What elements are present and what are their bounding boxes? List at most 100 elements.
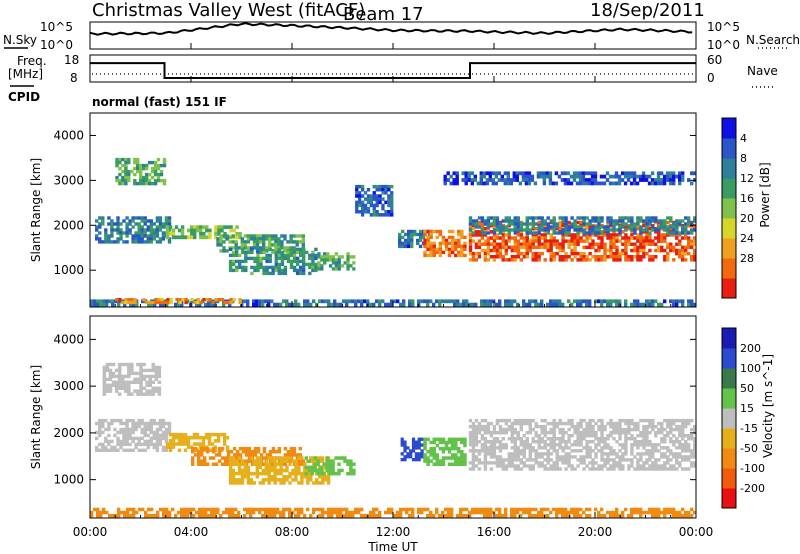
noise-panel: N.Sky 10^5 10^0 10^5 10^0 N.Search [3, 20, 800, 52]
colorbar-tick-label: 8 [740, 152, 747, 165]
x-tick-label: 00:00 [73, 525, 108, 539]
echo-region [90, 507, 697, 518]
velocity-ylabel: Slant Range [km] [29, 365, 43, 469]
echo-region [468, 216, 697, 235]
colorbar-swatch [722, 468, 736, 489]
freq-label-line2: [MHz] [8, 67, 43, 81]
nave-label: Nave [747, 64, 778, 78]
x-tick-label: 20:00 [578, 525, 613, 539]
time-axis-label: Time UT [367, 540, 418, 554]
colorbar-tick-label: -50 [740, 442, 758, 455]
velocity-colorbar-label: Velocity [m s^-1] [761, 354, 775, 458]
y-tick-label: 2000 [53, 426, 84, 440]
velocity-colorbar: Velocity [m s^-1] 200 100 50 15 -15 -50 -100 -2… [721, 327, 775, 509]
freq-tick-hi: 18 [64, 53, 79, 67]
power-y-ticks: 1000 2000 3000 4000 [53, 128, 696, 277]
colorbar-tick-label: 15 [740, 402, 754, 415]
n-sky-label: N.Sky [3, 33, 37, 47]
noise-series-line [89, 22, 693, 36]
colorbar-tick-label: -200 [740, 482, 765, 495]
echo-region [165, 225, 242, 240]
time-axis-ticks: 00:00 04:00 08:00 12:00 16:00 20:00 00:00 [73, 43, 714, 539]
velocity-panel: 1000 2000 3000 4000 Slant Range [km] [29, 315, 697, 519]
colorbar-tick-label: -100 [740, 462, 765, 475]
echo-region [443, 171, 697, 186]
date-label: 18/Sep/2011 [590, 0, 705, 21]
echo-region [228, 247, 318, 276]
colorbar-frame [721, 327, 737, 509]
beam-label: Beam 17 [343, 4, 424, 25]
freq-label-line1: Freq. [17, 54, 47, 68]
y-tick-label: 2000 [53, 218, 84, 232]
nave-tick-hi: 60 [707, 53, 722, 67]
power-colorbar-label: Power [dB] [758, 162, 772, 227]
echo-region [95, 418, 172, 452]
colorbar-tick-label: 28 [740, 252, 754, 265]
power-ylabel: Slant Range [km] [29, 158, 43, 262]
echo-region [400, 437, 424, 462]
echo-region [423, 437, 467, 466]
colorbar-swatch [722, 348, 736, 369]
x-tick-label: 00:00 [679, 525, 714, 539]
echo-region [115, 298, 242, 305]
echo-region [468, 220, 697, 262]
velocity-panel-frame [89, 315, 697, 519]
power-panel: 1000 2000 3000 4000 Slant Range [km] [29, 112, 697, 308]
colorbar-tick-label: 200 [740, 342, 761, 355]
colorbar-tick-label: 4 [740, 132, 747, 145]
echo-region [102, 362, 162, 396]
colorbar-swatch [722, 328, 736, 349]
colorbar-swatch [722, 138, 736, 159]
x-tick-label: 16:00 [477, 525, 512, 539]
velocity-y-ticks: 1000 2000 3000 4000 [53, 332, 696, 487]
colorbar-tick-label: 20 [740, 212, 754, 225]
colorbar-swatch [722, 488, 736, 509]
colorbar-tick-label: 100 [740, 362, 761, 375]
echo-region [317, 252, 356, 271]
power-cells-layer [90, 157, 697, 307]
echo-region [304, 456, 356, 476]
colorbar-swatch [722, 278, 736, 299]
colorbar-tick-label: 24 [740, 232, 754, 245]
x-tick-label: 12:00 [376, 525, 411, 539]
colorbar-swatch [722, 218, 736, 239]
x-tick-label: 08:00 [275, 525, 310, 539]
noise-tick-left-hi: 10^5 [40, 20, 73, 34]
noise-tick-right-hi: 10^5 [707, 20, 740, 34]
colorbar-tick-label: 12 [740, 172, 754, 185]
echo-region [355, 184, 394, 217]
colorbar-swatch [722, 258, 736, 279]
colorbar-tick-label: 50 [740, 382, 754, 395]
colorbar-swatch [722, 448, 736, 469]
colorbar-swatch [722, 408, 736, 429]
power-colorbar: Power [dB] 4 8 12 16 20 24 28 [721, 117, 772, 299]
colorbar-swatch [722, 178, 736, 199]
colorbar-swatch [722, 118, 736, 139]
nave-tick-lo: 0 [707, 71, 715, 85]
n-search-label: N.Search [746, 33, 800, 47]
cpid-label: CPID [8, 90, 40, 104]
echo-region [468, 418, 697, 471]
station-title: Christmas Valley West (fitACF) [92, 0, 365, 21]
cpid-mode-text: normal (fast) 151 IF [92, 95, 227, 109]
y-tick-label: 4000 [53, 332, 84, 346]
freq-tick-lo: 8 [70, 71, 78, 85]
colorbar-tick-label: 16 [740, 192, 754, 205]
noise-tick-left-lo: 10^0 [40, 38, 73, 52]
frequency-series-line [90, 62, 696, 79]
y-tick-label: 1000 [53, 473, 84, 487]
colorbar-swatch [722, 158, 736, 179]
y-tick-label: 1000 [53, 263, 84, 277]
x-tick-label: 04:00 [174, 525, 209, 539]
velocity-cells-layer [90, 362, 697, 518]
colorbar-tick-label: -15 [740, 422, 758, 435]
y-tick-label: 3000 [53, 173, 84, 187]
echo-region [95, 216, 172, 244]
y-tick-label: 4000 [53, 128, 84, 142]
colorbar-frame [721, 117, 737, 299]
colorbar-swatch [722, 388, 736, 409]
colorbar-swatch [722, 368, 736, 389]
noise-tick-right-lo: 10^0 [707, 38, 740, 52]
echo-region [115, 157, 167, 186]
